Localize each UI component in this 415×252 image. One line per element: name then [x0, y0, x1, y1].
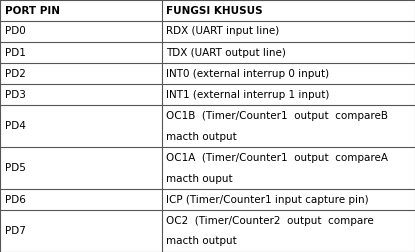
- Text: macth output: macth output: [166, 132, 237, 142]
- Text: macth ouput: macth ouput: [166, 173, 233, 183]
- Text: OC1B  (Timer/Counter1  output  compareB: OC1B (Timer/Counter1 output compareB: [166, 110, 388, 120]
- Text: OC1A  (Timer/Counter1  output  compareA: OC1A (Timer/Counter1 output compareA: [166, 152, 388, 163]
- Text: PD1: PD1: [5, 47, 26, 57]
- Text: INT1 (external interrup 1 input): INT1 (external interrup 1 input): [166, 89, 330, 100]
- Text: INT0 (external interrup 0 input): INT0 (external interrup 0 input): [166, 69, 329, 79]
- Text: PD7: PD7: [5, 226, 26, 236]
- Text: PD5: PD5: [5, 163, 26, 173]
- Text: ICP (Timer/Counter1 input capture pin): ICP (Timer/Counter1 input capture pin): [166, 195, 369, 205]
- Text: PD6: PD6: [5, 195, 26, 205]
- Text: PORT PIN: PORT PIN: [5, 6, 60, 16]
- Text: macth output: macth output: [166, 236, 237, 246]
- Text: PD0: PD0: [5, 26, 26, 37]
- Text: RDX (UART input line): RDX (UART input line): [166, 26, 279, 37]
- Text: PD3: PD3: [5, 89, 26, 100]
- Text: OC2  (Timer/Counter2  output  compare: OC2 (Timer/Counter2 output compare: [166, 215, 374, 226]
- Text: PD2: PD2: [5, 69, 26, 79]
- Text: FUNGSI KHUSUS: FUNGSI KHUSUS: [166, 6, 263, 16]
- Text: PD4: PD4: [5, 121, 26, 131]
- Text: TDX (UART output line): TDX (UART output line): [166, 47, 286, 57]
